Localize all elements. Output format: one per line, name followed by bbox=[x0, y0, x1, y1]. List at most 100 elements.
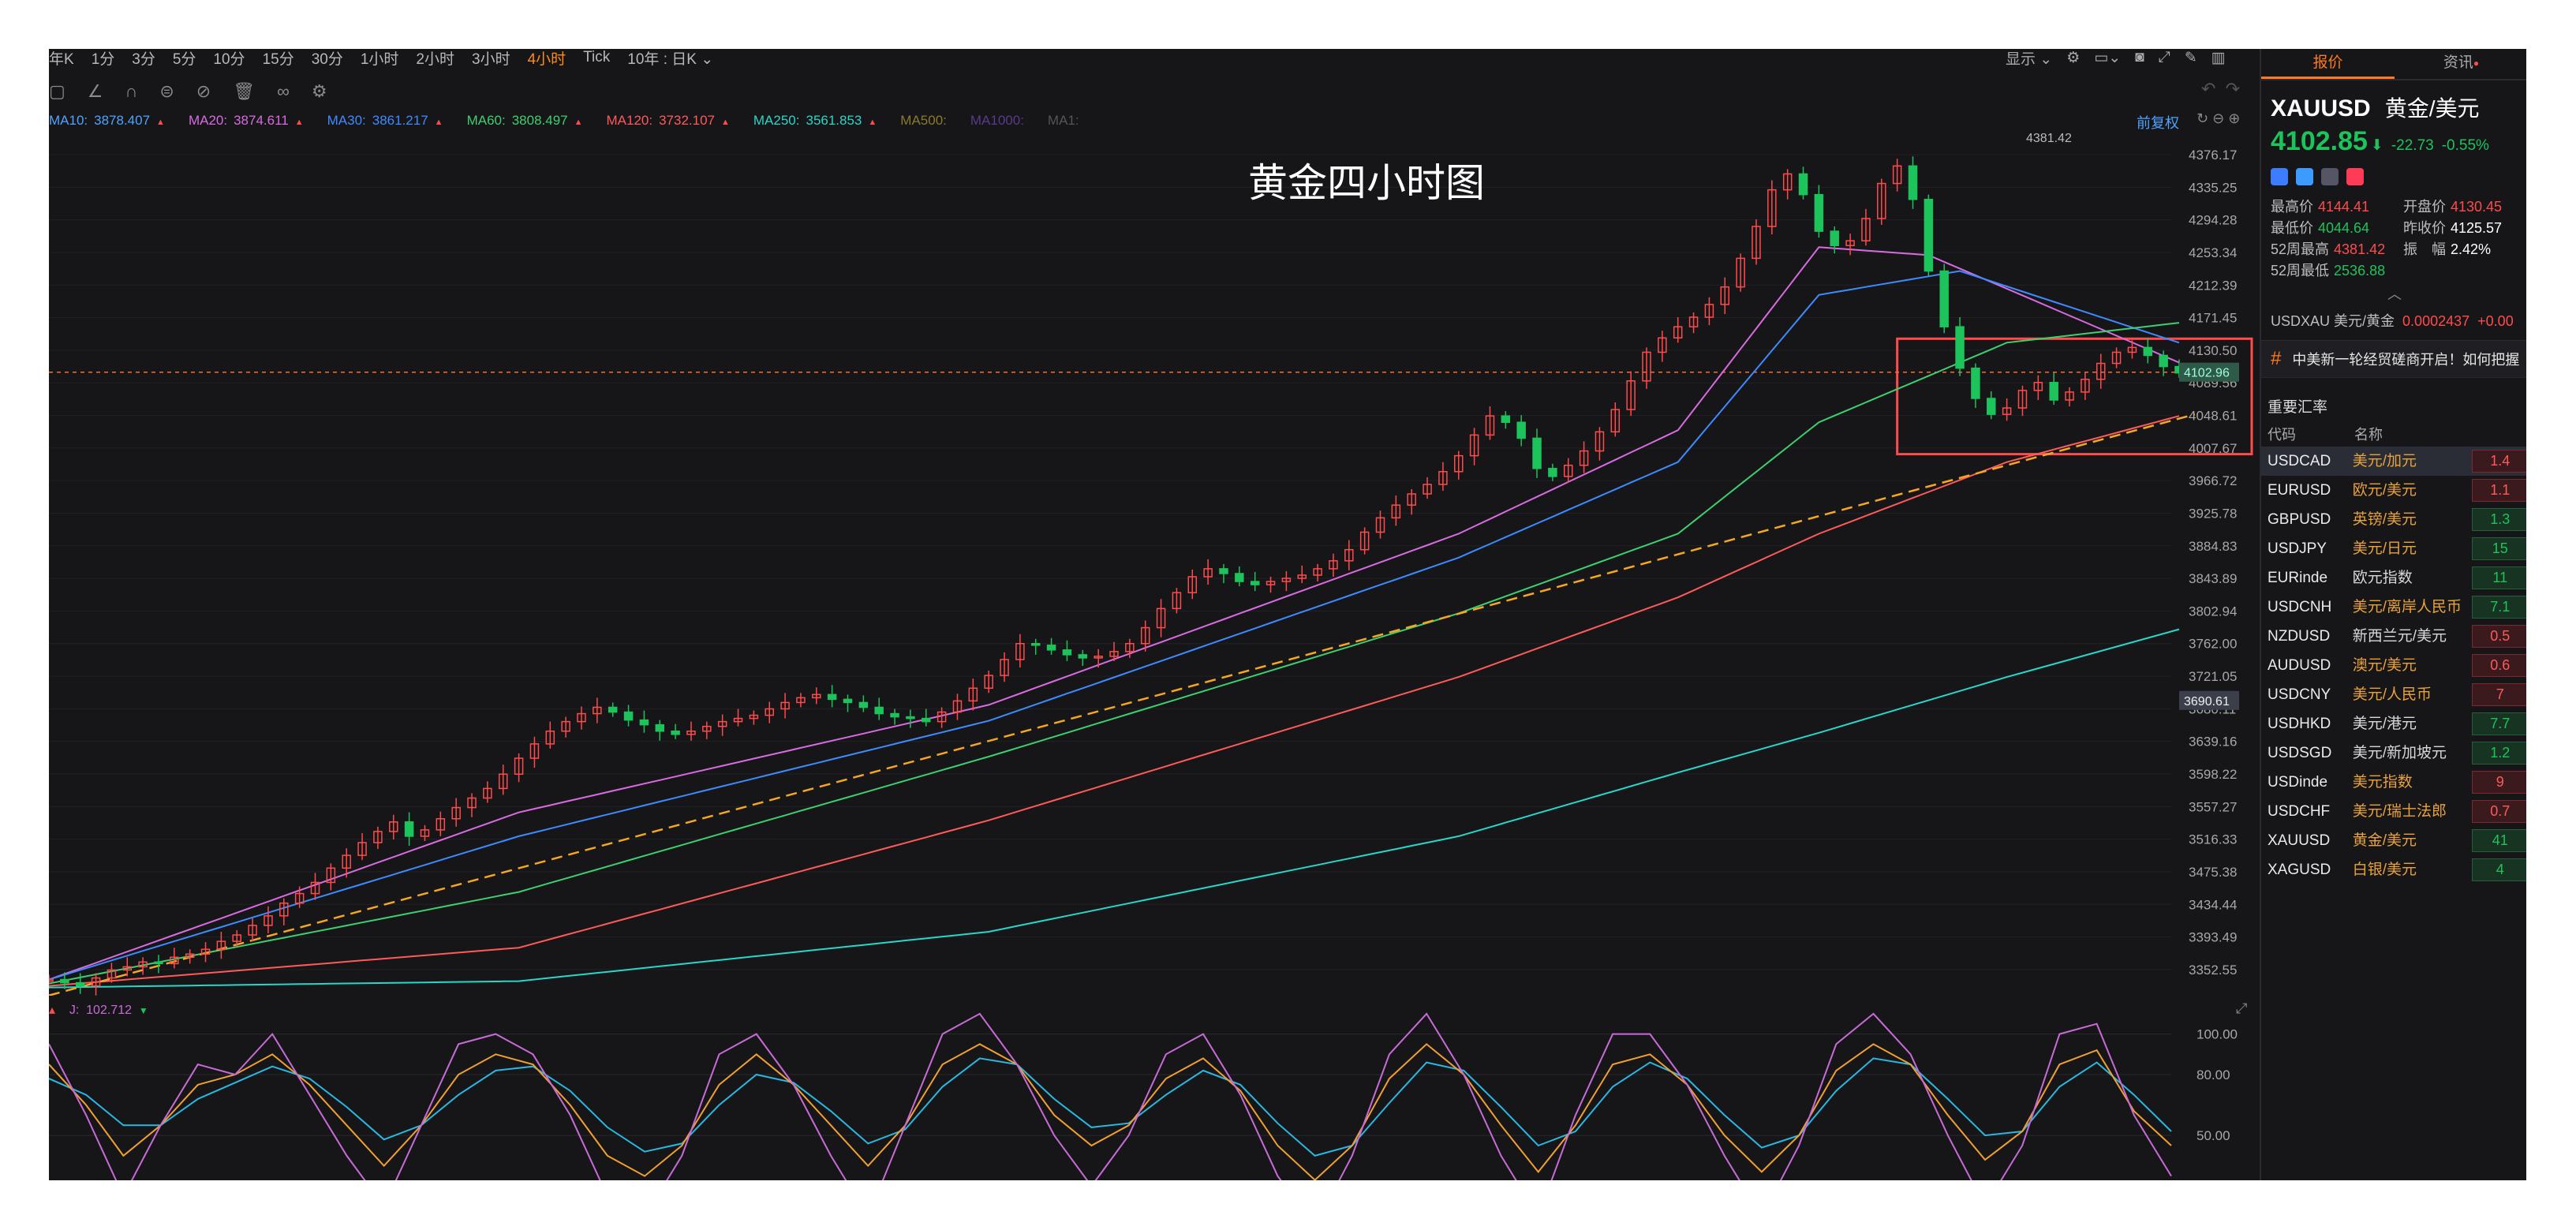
rate-row[interactable]: USDinde 美元指数 9 bbox=[2261, 768, 2526, 797]
rate-row[interactable]: EURUSD 欧元/美元 1.1 bbox=[2261, 476, 2526, 505]
candle bbox=[1172, 592, 1182, 610]
chat-badge-icon[interactable] bbox=[2296, 168, 2313, 185]
line-tool-icon[interactable]: ∠ bbox=[87, 81, 103, 101]
timeframe-6[interactable]: 30分 bbox=[311, 50, 343, 68]
timeframe-9[interactable]: 3小时 bbox=[472, 50, 510, 68]
candle bbox=[1548, 468, 1557, 477]
fullscreen-icon[interactable]: ⤢ bbox=[2158, 49, 2170, 65]
y-tick-label: 4171.45 bbox=[2189, 311, 2237, 326]
info-badge-icon[interactable] bbox=[2271, 168, 2288, 185]
zoom-out-icon[interactable]: ⊖ bbox=[2212, 110, 2225, 126]
rate-row[interactable]: GBPUSD 英镑/美元 1.3 bbox=[2261, 505, 2526, 534]
hide-icon[interactable]: ⊘ bbox=[196, 81, 211, 101]
ma-value: 3878.407 bbox=[94, 113, 151, 128]
timeframe-7[interactable]: 1小时 bbox=[360, 50, 399, 68]
trash-icon[interactable]: 🗑 bbox=[233, 81, 256, 101]
candle bbox=[922, 717, 931, 723]
rate-code: USDSGD bbox=[2268, 745, 2332, 761]
y-tick-label: 3762.00 bbox=[2189, 637, 2237, 652]
timeframe-0[interactable]: 年K bbox=[49, 50, 74, 68]
candle bbox=[1924, 198, 1934, 272]
expand-icon[interactable]: ⤢ bbox=[2236, 1000, 2248, 1016]
timeframe-4[interactable]: 10分 bbox=[213, 50, 245, 68]
kdj-j-line bbox=[49, 1012, 2172, 1180]
timeframe-11[interactable]: Tick bbox=[583, 49, 611, 65]
rate-name: 美元/瑞士法郎 bbox=[2352, 803, 2447, 820]
timeframe-10[interactable]: 4小时 bbox=[527, 50, 566, 68]
eye-icon[interactable]: ⊜ bbox=[159, 81, 174, 101]
y-tick-label: 3393.49 bbox=[2189, 930, 2237, 945]
favorite-heart-icon[interactable] bbox=[2346, 168, 2364, 185]
rate-row[interactable]: USDCNH 美元/离岸人民币 7.1 bbox=[2261, 593, 2526, 622]
kdj-marker-icon: ▴ bbox=[49, 1004, 56, 1017]
timeframe-8[interactable]: 2小时 bbox=[416, 50, 454, 68]
kdj-chart[interactable]: 100.00 80.00 50.00 bbox=[49, 996, 2258, 1180]
grid-badge-icon[interactable] bbox=[2321, 168, 2339, 185]
ma-label: MA1000: bbox=[970, 113, 1024, 128]
quote-panel: 报价 资讯● XAUUSD 黄金/美元 4102.85 ⬇ -22.73 -0.55% … bbox=[2260, 49, 2526, 1180]
current-price-tag: 4102.96 bbox=[2184, 367, 2230, 380]
rate-code: USDinde bbox=[2268, 774, 2328, 791]
rate-row[interactable]: USDHKD 美元/港元 7.7 bbox=[2261, 709, 2526, 738]
down-arrow-icon: ⬇ bbox=[2370, 137, 2383, 154]
candle bbox=[498, 773, 508, 790]
kdj-dropdown-icon[interactable]: ▼ bbox=[138, 1005, 148, 1016]
timeframe-1[interactable]: 1分 bbox=[91, 50, 115, 68]
pen-icon[interactable]: ✎ bbox=[2184, 49, 2197, 66]
collapse-chevron-icon[interactable]: ︿ bbox=[2387, 286, 2402, 302]
zoom-in-icon[interactable]: ⊕ bbox=[2228, 110, 2241, 126]
rate-row[interactable]: NZDUSD 新西兰元/美元 0.5 bbox=[2261, 622, 2526, 651]
rate-row[interactable]: AUDUSD 澳元/美元 0.6 bbox=[2261, 651, 2526, 680]
link-icon[interactable]: ∞ bbox=[277, 81, 290, 101]
usdxau-label: USDXAU 美元/黄金 bbox=[2271, 313, 2395, 329]
magnet-icon[interactable]: ∩ bbox=[125, 81, 138, 101]
kdj-tick-label: 80.00 bbox=[2197, 1067, 2230, 1082]
timeframe-5[interactable]: 15分 bbox=[262, 50, 294, 68]
rate-row[interactable]: USDCAD 美元/加元 1.4 bbox=[2261, 447, 2526, 476]
candle bbox=[2111, 351, 2122, 365]
timeframe-2[interactable]: 3分 bbox=[132, 50, 155, 68]
ma-value: 3732.107 bbox=[659, 113, 715, 128]
rate-value: 1.1 bbox=[2472, 479, 2526, 502]
cursor-icon[interactable]: ▢ bbox=[49, 81, 65, 101]
stats-table: 最高价 4144.41 开盘价 4130.45 最低价 4044.64 昨收价 4125.57… bbox=[2271, 196, 2526, 282]
rate-code: GBPUSD bbox=[2268, 511, 2331, 528]
reset-icon[interactable]: ↻ bbox=[2197, 110, 2209, 126]
rate-row[interactable]: XAUUSD 黄金/美元 41 bbox=[2261, 826, 2526, 855]
rate-code: USDCNH bbox=[2268, 599, 2332, 615]
chart-title: 黄金四小时图 bbox=[1248, 160, 1485, 206]
news-banner[interactable]: # 中美新一轮经贸磋商开启！如何把握 bbox=[2261, 340, 2526, 378]
gear-icon[interactable]: ⚙ bbox=[311, 81, 327, 101]
rate-row[interactable]: USDCNY 美元/人民币 7 bbox=[2261, 680, 2526, 709]
layout-icon[interactable]: ▭⌄ bbox=[2094, 49, 2122, 66]
badge-row bbox=[2271, 168, 2526, 185]
timeframe-3[interactable]: 5分 bbox=[172, 50, 196, 68]
rate-row[interactable]: EURinde 欧元指数 11 bbox=[2261, 563, 2526, 593]
candle bbox=[326, 867, 336, 884]
rate-row[interactable]: USDSGD 美元/新加坡元 1.2 bbox=[2261, 738, 2526, 768]
candle bbox=[890, 712, 899, 718]
rate-row[interactable]: USDCHF 美元/瑞士法郎 0.7 bbox=[2261, 797, 2526, 826]
usdxau-row[interactable]: USDXAU 美元/黄金 0.0002437 +0.00 bbox=[2271, 310, 2526, 331]
notification-dot-icon: ● bbox=[2473, 58, 2480, 69]
camera-icon[interactable]: ◙ bbox=[2135, 49, 2144, 65]
tab-news[interactable]: 资讯● bbox=[2395, 49, 2526, 79]
candle bbox=[968, 687, 978, 702]
tab-quote[interactable]: 报价 bbox=[2261, 49, 2395, 79]
undo-icon[interactable]: ↶ bbox=[2201, 79, 2216, 99]
chart-app: 年K 1分 3分 5分 10分 15分 30分 1小时 2小时 3小时 4小时 Tick 10年 : 日… bbox=[49, 49, 2526, 1180]
timeframe-12[interactable]: 10年 : 日K ⌄ bbox=[627, 50, 714, 68]
rate-code: AUDUSD bbox=[2268, 657, 2331, 674]
display-dropdown[interactable]: 显示 ⌄ bbox=[2006, 50, 2053, 68]
candle bbox=[2065, 391, 2074, 401]
adjust-mode-label[interactable]: 前复权 bbox=[2137, 115, 2179, 131]
price-chart[interactable]: 4376.17 4335.25 4294.28 4253.34 4212.39 4171.… bbox=[49, 128, 2258, 996]
candle bbox=[1407, 493, 1416, 506]
candle bbox=[467, 797, 477, 809]
ma-up-icon: ▲ bbox=[721, 118, 730, 127]
rate-row[interactable]: USDJPY 美元/日元 15 bbox=[2261, 534, 2526, 563]
rate-row[interactable]: XAGUSD 白银/美元 4 bbox=[2261, 855, 2526, 884]
settings-icon[interactable]: ⚙ bbox=[2066, 49, 2081, 66]
redo-icon[interactable]: ↷ bbox=[2225, 79, 2241, 99]
sidebar-toggle-icon[interactable]: ▥ bbox=[2211, 49, 2226, 66]
